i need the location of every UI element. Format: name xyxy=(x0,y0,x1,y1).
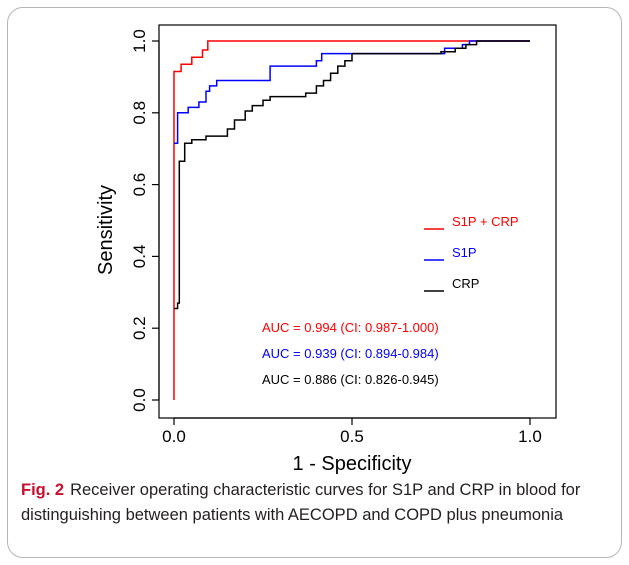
x-tick-label: 0.5 xyxy=(340,427,364,446)
y-tick-label: 0.2 xyxy=(130,316,149,340)
x-tick-label: 1.0 xyxy=(518,427,542,446)
y-tick-label: 0.8 xyxy=(130,101,149,125)
x-tick-label: 0.0 xyxy=(162,427,186,446)
roc-curve-s1p-crp xyxy=(173,40,530,400)
legend: S1P + CRP S1P CRP xyxy=(424,214,519,292)
legend-label-s1p: S1P xyxy=(452,245,477,260)
legend-label-crp: CRP xyxy=(452,276,479,291)
auc-annotations: AUC = 0.994 (CI: 0.987-1.000) AUC = 0.939… xyxy=(262,320,439,387)
y-axis-label: Sensitivity xyxy=(95,185,117,275)
auc-annotation: AUC = 0.886 (CI: 0.826-0.945) xyxy=(262,372,439,387)
figure-label: Fig. 2 xyxy=(21,481,65,499)
legend-label-s1p-crp: S1P + CRP xyxy=(452,214,519,229)
figure-caption: Fig. 2 Receiver operating characteristic … xyxy=(21,478,611,527)
figure-frame xyxy=(7,7,622,558)
roc-curves xyxy=(173,40,530,400)
y-axis: 0.0 0.2 0.4 0.6 0.8 1.0 xyxy=(130,29,160,412)
y-tick-label: 0.6 xyxy=(130,173,149,197)
y-tick-label: 0.4 xyxy=(130,245,149,269)
roc-curve-crp xyxy=(174,40,530,310)
auc-annotation: AUC = 0.939 (CI: 0.894-0.984) xyxy=(262,346,439,361)
x-axis-label: 1 - Specificity xyxy=(293,453,412,475)
caption-text: Receiver operating characteristic curves… xyxy=(21,481,581,524)
y-tick-label: 1.0 xyxy=(130,29,149,53)
auc-annotation: AUC = 0.994 (CI: 0.987-1.000) xyxy=(262,320,439,335)
x-axis: 0.0 0.5 1.0 xyxy=(162,417,542,446)
y-tick-label: 0.0 xyxy=(130,388,149,412)
roc-chart: 0.0 0.5 1.0 0.0 0.2 0.4 0.6 0.8 1.0 1 - Specifi… xyxy=(95,24,557,475)
